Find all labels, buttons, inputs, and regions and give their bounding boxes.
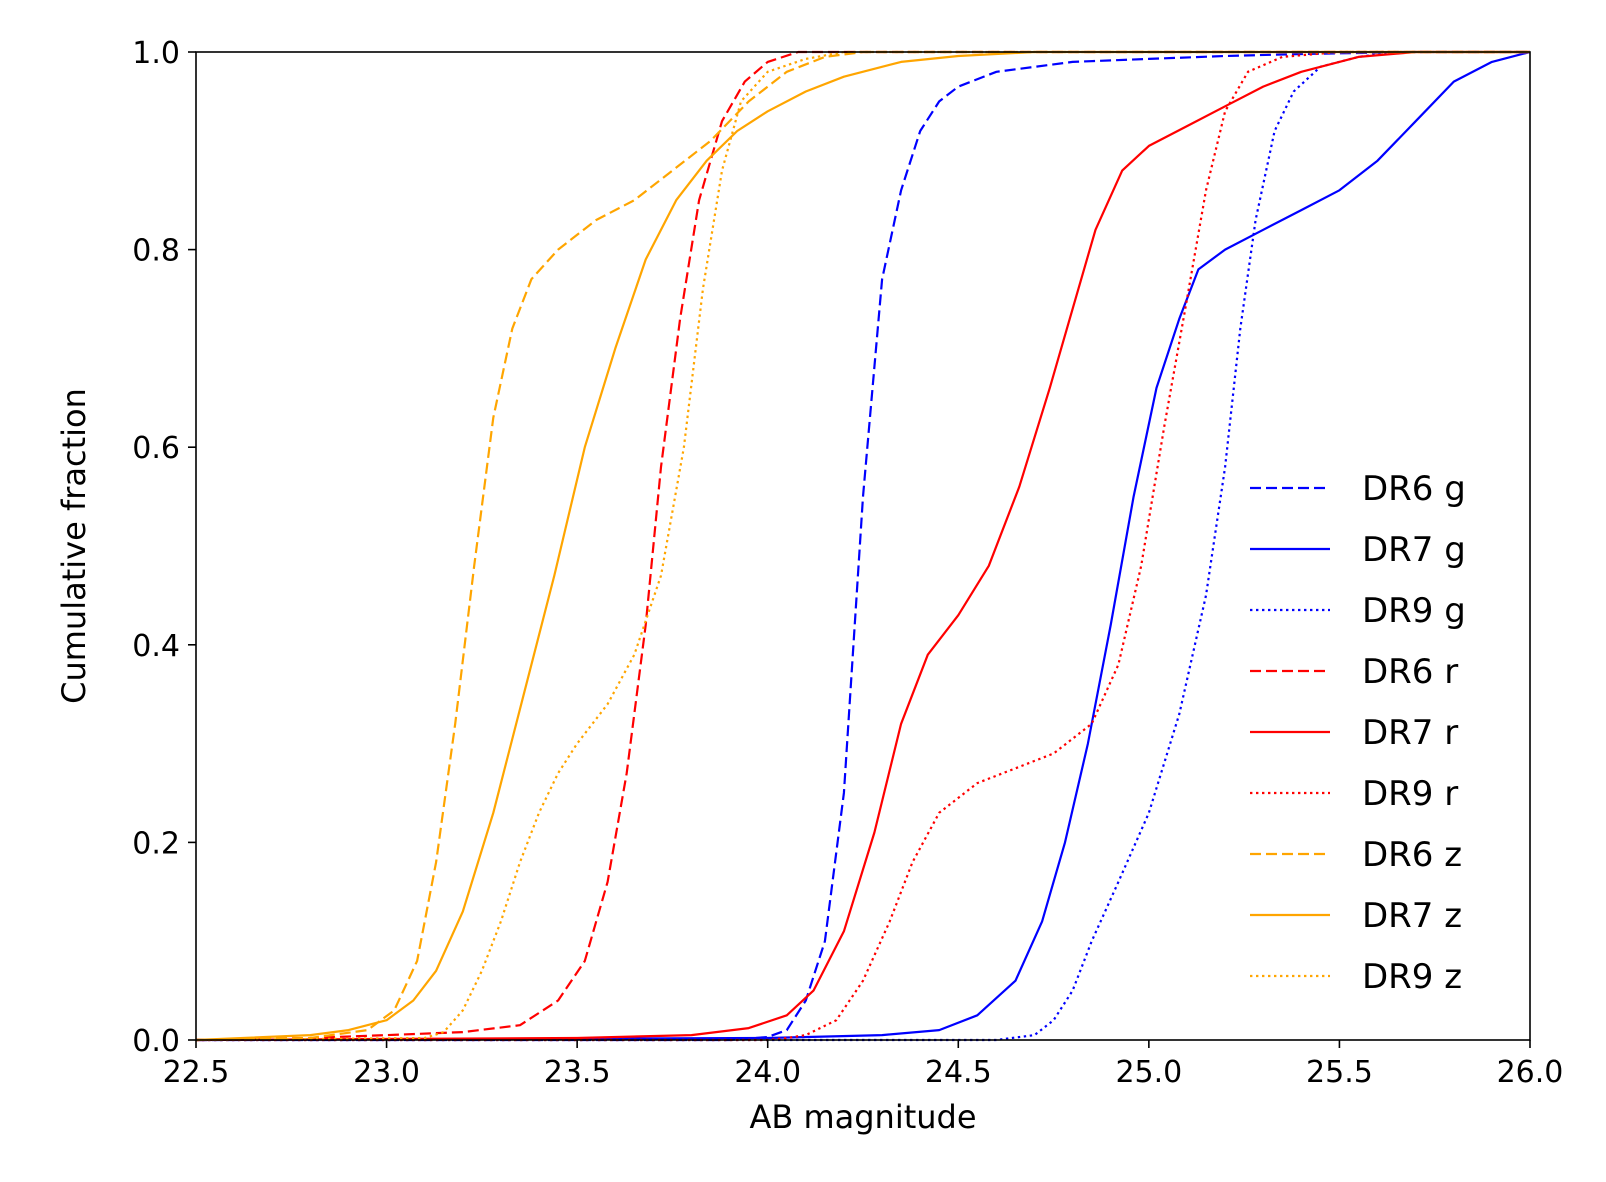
series-line-dr7-r <box>195 50 1530 1042</box>
series-line-dr7-z <box>195 50 1530 1042</box>
series-line-dr7-g <box>195 50 1531 1042</box>
series-layer <box>195 50 1531 1042</box>
series-line-dr6-g <box>196 50 1530 1042</box>
x-tick-label: 24.5 <box>925 1055 992 1090</box>
legend-label: DR9 g <box>1362 591 1466 631</box>
legend-label: DR6 z <box>1362 835 1462 875</box>
x-axis: 22.5 23.0 23.5 24.0 24.5 25.0 25.5 26.0 <box>163 1040 1564 1090</box>
legend-label: DR6 r <box>1362 652 1458 692</box>
y-axis-label: Cumulative fraction <box>55 388 93 704</box>
legend-label: DR9 r <box>1362 774 1458 814</box>
series-line-dr6-r <box>195 50 1530 1042</box>
series-line-dr9-r <box>196 50 1530 1042</box>
series-line-dr9-z <box>195 50 1530 1042</box>
series-line-dr6-z <box>195 50 1530 1042</box>
legend: DR6 g DR7 g DR9 g DR6 r DR7 r DR9 r DR6 z DR7 z… <box>1250 469 1466 997</box>
plot-frame <box>195 51 1531 1041</box>
y-tick-label: 0.0 <box>132 1024 180 1059</box>
x-tick-label: 24.0 <box>734 1055 801 1090</box>
y-tick-label: 0.6 <box>132 431 180 466</box>
x-tick-label: 22.5 <box>163 1055 230 1090</box>
y-tick-label: 0.2 <box>132 826 180 861</box>
y-axis: 0.0 0.2 0.4 0.6 0.8 1.0 <box>132 36 196 1059</box>
y-tick-label: 0.8 <box>132 234 180 269</box>
legend-label: DR7 z <box>1362 896 1462 936</box>
x-tick-label: 23.5 <box>544 1055 611 1090</box>
legend-label: DR6 g <box>1362 469 1466 509</box>
x-axis-label: AB magnitude <box>749 1098 976 1136</box>
legend-label: DR9 z <box>1362 957 1462 997</box>
y-tick-label: 0.4 <box>132 629 180 664</box>
x-tick-label: 25.0 <box>1115 1055 1182 1090</box>
x-tick-label: 23.0 <box>353 1055 420 1090</box>
legend-label: DR7 g <box>1362 530 1466 570</box>
x-tick-label: 26.0 <box>1497 1055 1564 1090</box>
x-tick-label: 25.5 <box>1306 1055 1373 1090</box>
legend-label: DR7 r <box>1362 713 1458 753</box>
y-tick-label: 1.0 <box>132 36 180 71</box>
